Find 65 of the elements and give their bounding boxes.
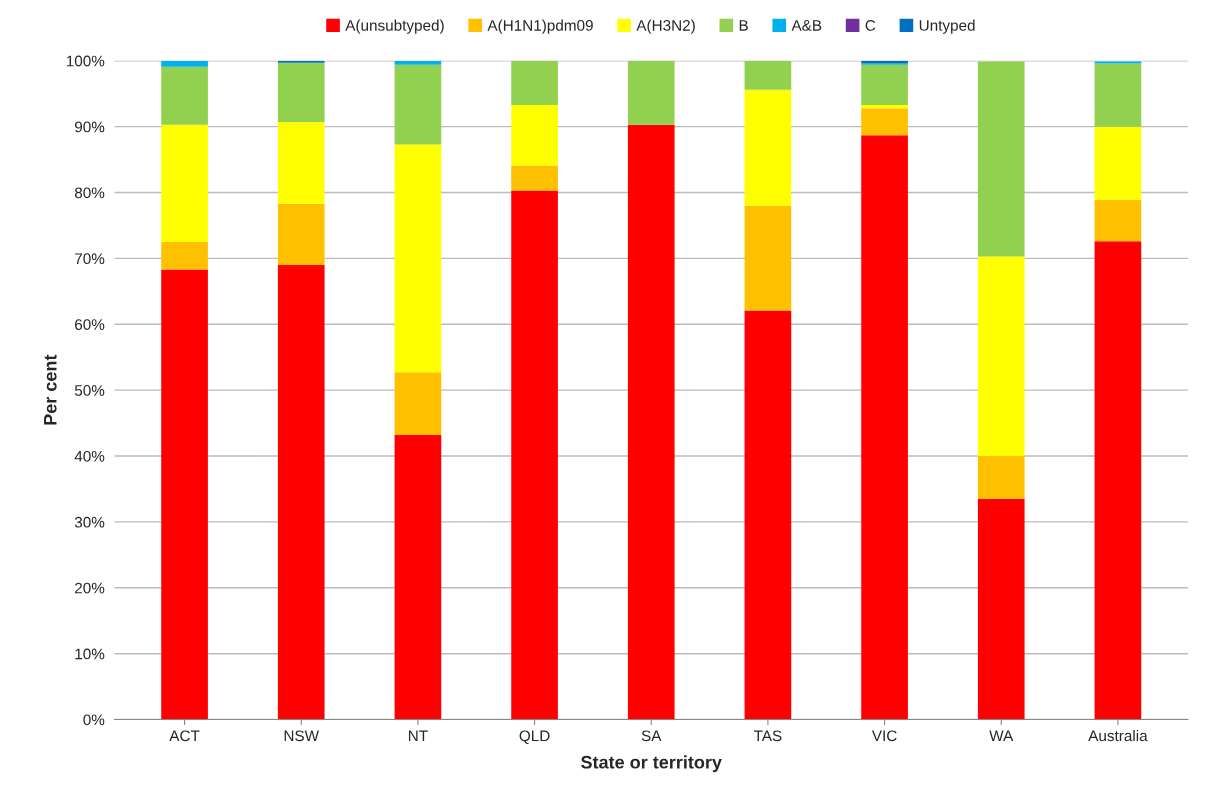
legend-label: A(H3N2) xyxy=(636,19,695,34)
bar xyxy=(744,310,792,720)
bar xyxy=(977,498,1025,720)
bar xyxy=(861,64,908,105)
bar xyxy=(511,60,558,105)
x-tick-label: Australia xyxy=(1088,729,1148,742)
bar xyxy=(394,434,442,720)
y-tick-label: 90% xyxy=(74,121,105,133)
bar xyxy=(277,264,325,720)
legend-label: C xyxy=(865,19,876,31)
legend-label: A(unsubtyped) xyxy=(345,19,444,34)
bar xyxy=(744,89,792,206)
bar xyxy=(161,269,208,720)
y-tick-label: 40% xyxy=(74,450,105,462)
bar xyxy=(394,64,442,145)
y-tick-label: 60% xyxy=(75,319,105,330)
x-tick-label: QLD xyxy=(519,730,550,744)
bar xyxy=(1094,126,1142,200)
legend-label: A&B xyxy=(791,20,822,31)
y-tick-label: 30% xyxy=(74,516,105,528)
bar xyxy=(511,165,558,191)
bar xyxy=(277,203,325,265)
bar xyxy=(277,122,325,204)
y-tick-label: 20% xyxy=(75,582,105,594)
bar xyxy=(627,124,675,720)
bar xyxy=(627,60,675,125)
bar xyxy=(861,135,908,720)
bar xyxy=(394,372,442,435)
bar xyxy=(511,190,558,720)
x-tick-label: VIC xyxy=(871,730,897,742)
bar xyxy=(511,104,558,166)
bar xyxy=(977,456,1025,499)
bar xyxy=(394,60,442,65)
bar xyxy=(277,62,325,123)
y-tick-label: 50% xyxy=(74,385,105,396)
bar xyxy=(1094,199,1142,242)
x-tick-label: NSW xyxy=(284,730,320,742)
bar xyxy=(161,60,208,67)
bar xyxy=(861,108,908,136)
x-tick-label: NT xyxy=(408,730,428,742)
x-tick-label: ACT xyxy=(169,730,200,742)
y-axis-title: Per cent xyxy=(44,354,57,425)
bar xyxy=(161,124,208,242)
bar xyxy=(1094,63,1142,127)
bar xyxy=(977,256,1025,457)
bar xyxy=(744,205,792,311)
x-axis-title: State or territory xyxy=(581,755,722,773)
legend-label: A(H1N1)pdm09 xyxy=(487,19,593,34)
x-tick-label: SA xyxy=(641,730,662,742)
bar xyxy=(744,60,792,90)
y-tick-label: 100% xyxy=(66,55,105,67)
bar xyxy=(161,66,208,125)
x-tick-label: TAS xyxy=(753,730,782,742)
bar xyxy=(161,241,208,270)
x-tick-label: WA xyxy=(989,730,1014,742)
legend-label: B xyxy=(739,20,748,31)
y-tick-label: 80% xyxy=(74,187,105,199)
y-tick-label: 10% xyxy=(75,648,105,660)
y-tick-label: 70% xyxy=(75,253,105,265)
bar xyxy=(861,104,908,109)
bar xyxy=(977,61,1025,257)
bar xyxy=(394,144,442,373)
legend-label: Untyped xyxy=(919,19,975,34)
y-tick-label: 0% xyxy=(83,714,105,726)
bar xyxy=(1094,241,1142,720)
